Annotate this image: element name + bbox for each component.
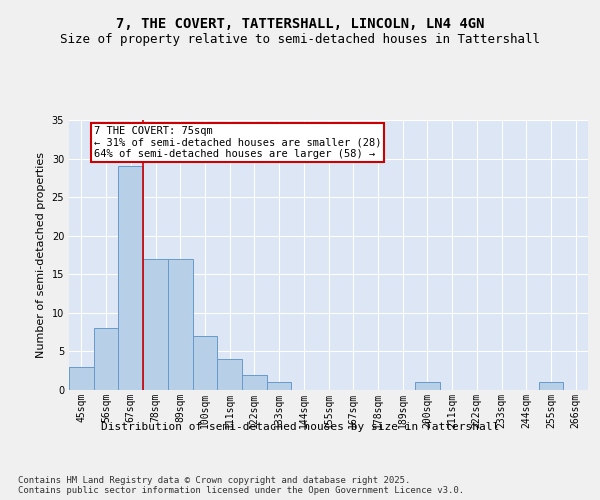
Bar <box>69 367 94 390</box>
Bar <box>539 382 563 390</box>
Text: Contains HM Land Registry data © Crown copyright and database right 2025.
Contai: Contains HM Land Registry data © Crown c… <box>18 476 464 495</box>
Y-axis label: Number of semi-detached properties: Number of semi-detached properties <box>36 152 46 358</box>
Bar <box>415 382 440 390</box>
Bar <box>118 166 143 390</box>
Bar <box>94 328 118 390</box>
Bar <box>193 336 217 390</box>
Text: 7, THE COVERT, TATTERSHALL, LINCOLN, LN4 4GN: 7, THE COVERT, TATTERSHALL, LINCOLN, LN4… <box>116 18 484 32</box>
Bar <box>143 259 168 390</box>
Text: Size of property relative to semi-detached houses in Tattershall: Size of property relative to semi-detach… <box>60 32 540 46</box>
Text: 7 THE COVERT: 75sqm
← 31% of semi-detached houses are smaller (28)
64% of semi-d: 7 THE COVERT: 75sqm ← 31% of semi-detach… <box>94 126 381 160</box>
Bar <box>242 374 267 390</box>
Bar <box>267 382 292 390</box>
Bar <box>217 359 242 390</box>
Text: Distribution of semi-detached houses by size in Tattershall: Distribution of semi-detached houses by … <box>101 422 499 432</box>
Bar <box>168 259 193 390</box>
